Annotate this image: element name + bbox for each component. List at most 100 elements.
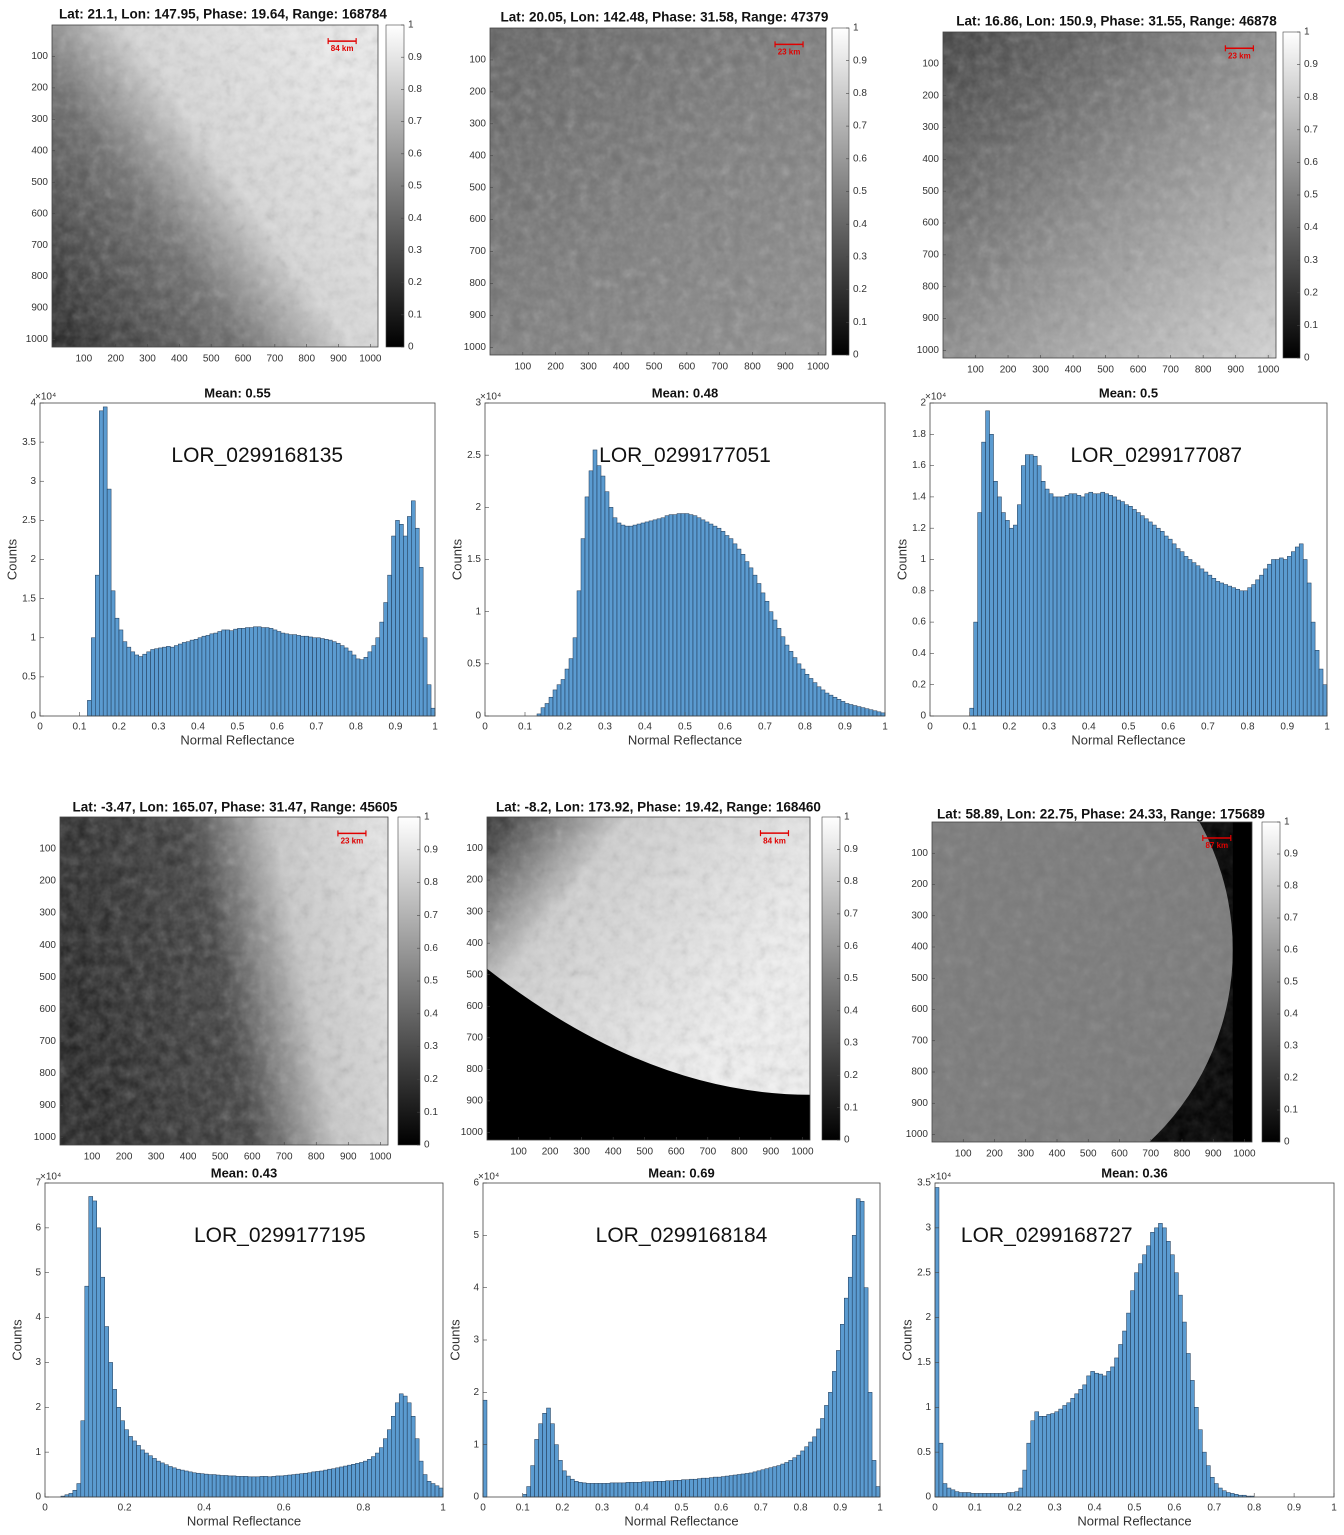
bar — [836, 1350, 840, 1497]
bar — [757, 583, 761, 716]
bar — [277, 631, 281, 716]
colorbar-tick-label: 0.6 — [853, 153, 867, 164]
bar — [164, 1465, 168, 1497]
bar — [541, 708, 545, 716]
image-texture — [52, 25, 378, 347]
y-tick-label: 500 — [911, 973, 928, 984]
bar — [1319, 669, 1323, 716]
bar — [240, 1476, 244, 1497]
bar — [967, 1493, 971, 1497]
bar — [269, 628, 273, 716]
bar — [1232, 588, 1236, 716]
bar — [1311, 622, 1315, 716]
x-tick-label: 0.9 — [1287, 1503, 1301, 1514]
y-tick-label: 100 — [911, 848, 928, 859]
colorbar-tick-label: 0.5 — [424, 976, 438, 987]
bar — [172, 1468, 176, 1497]
bar — [562, 1471, 566, 1497]
x-tick-label: 900 — [763, 1147, 780, 1158]
bar — [705, 522, 709, 716]
bar — [300, 1474, 304, 1497]
bar — [753, 575, 757, 716]
bar — [121, 1421, 125, 1497]
x-tick-label: 700 — [1142, 1149, 1159, 1160]
image — [487, 817, 810, 1140]
y-tick-label: 100 — [39, 844, 56, 855]
bar — [202, 636, 206, 716]
bar — [186, 642, 190, 716]
colorbar-tick-label: 1 — [408, 20, 414, 31]
bar — [781, 1464, 785, 1497]
bar — [1013, 525, 1017, 716]
colorbar-tick-label: 0.2 — [853, 284, 867, 295]
annotation: LOR_0299177051 — [599, 444, 771, 467]
bar — [155, 649, 159, 716]
y-tick-label: 300 — [31, 114, 48, 125]
bar — [641, 523, 645, 716]
y-tick-label: 800 — [31, 271, 48, 282]
y-tick-label: 2 — [473, 1387, 479, 1398]
y-tick-label: 0.4 — [912, 648, 926, 659]
bar — [1041, 481, 1045, 716]
bar — [1240, 591, 1244, 716]
x-tick-label: 0.8 — [1247, 1503, 1261, 1514]
bar — [1186, 1353, 1190, 1497]
bar — [152, 1458, 156, 1497]
bar — [626, 1482, 630, 1497]
bar — [238, 628, 242, 716]
bar — [427, 1481, 431, 1497]
colorbar-tick-label: 0.8 — [408, 84, 422, 95]
bar — [407, 1403, 411, 1497]
bar — [399, 1394, 403, 1497]
bar — [384, 603, 388, 716]
x-tick-label: 0.2 — [1002, 722, 1016, 733]
bar — [415, 528, 419, 716]
bar — [1142, 1255, 1146, 1497]
y-tick-label: 2.5 — [22, 515, 36, 526]
colorbar-tick-label: 0.8 — [1284, 881, 1298, 892]
colorbar-tick-label: 0.7 — [1304, 124, 1318, 135]
bar — [1323, 685, 1327, 716]
x-tick-label: 200 — [107, 354, 124, 365]
image — [60, 817, 388, 1145]
bar — [151, 649, 155, 716]
bar — [200, 1474, 204, 1497]
bar — [650, 1482, 654, 1497]
bar — [375, 1453, 379, 1497]
bar — [1093, 494, 1097, 716]
bar — [1033, 456, 1037, 716]
bar — [304, 1473, 308, 1497]
bar — [160, 1463, 164, 1497]
bar — [601, 476, 605, 716]
bar — [347, 1465, 351, 1497]
y-tick-label: 400 — [922, 154, 939, 165]
bar — [166, 646, 170, 716]
bar — [1123, 1331, 1127, 1497]
bar — [1228, 586, 1232, 716]
bar — [820, 1419, 824, 1498]
bar — [844, 1298, 848, 1497]
y-tick-label: 500 — [922, 186, 939, 197]
bar — [527, 1487, 531, 1497]
x-tick-label: 300 — [1032, 365, 1049, 376]
x-tick-label: 800 — [1195, 365, 1212, 376]
y-tick-label: 0 — [925, 1492, 931, 1503]
bar — [693, 1479, 697, 1497]
x-tick-label: 0.5 — [1128, 1503, 1142, 1514]
y-tick-label: 200 — [31, 83, 48, 94]
bar — [789, 651, 793, 716]
colorbar-tick-label: 0.9 — [424, 844, 438, 855]
image — [490, 28, 826, 355]
bar — [273, 630, 277, 716]
colorbar-tick-label: 0.7 — [424, 910, 438, 921]
bar — [974, 622, 978, 716]
bar — [230, 631, 234, 716]
bar — [360, 660, 364, 716]
bar — [666, 1481, 670, 1497]
x-tick-label: 1 — [882, 722, 888, 733]
bar — [1303, 560, 1307, 717]
bar — [1188, 560, 1192, 717]
bar — [678, 1480, 682, 1497]
bar — [701, 1478, 705, 1497]
bar — [372, 646, 376, 716]
